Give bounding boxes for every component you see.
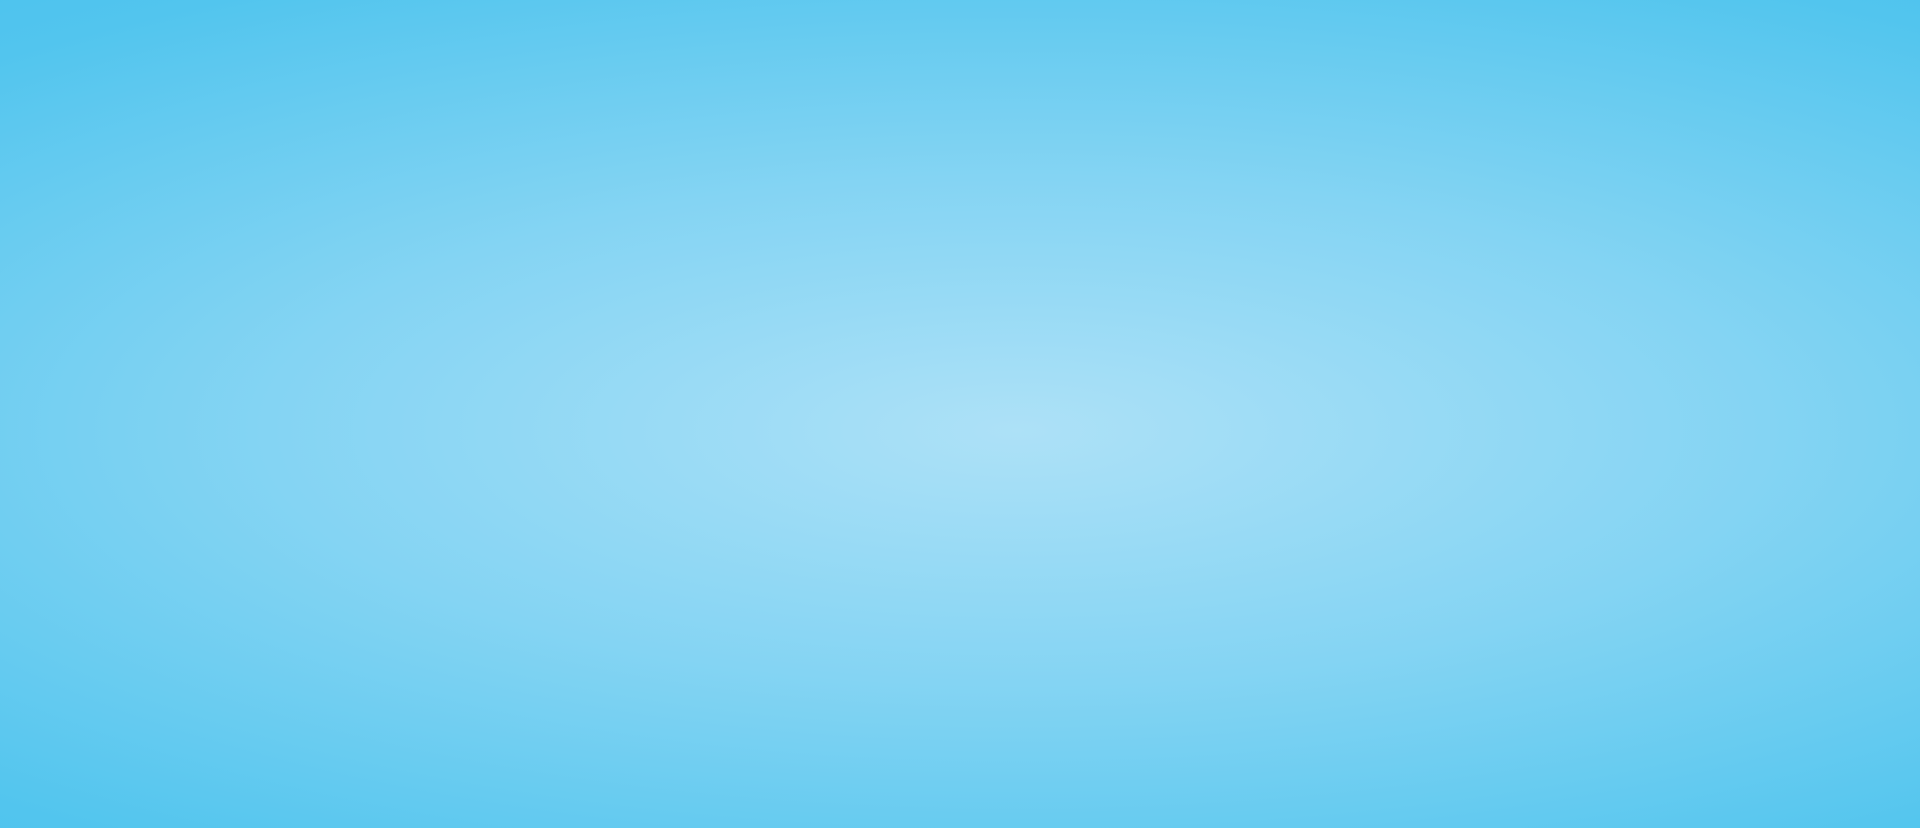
atmospheric-transmission-spectrum-chart (0, 0, 1920, 828)
poster-page (0, 0, 1920, 828)
